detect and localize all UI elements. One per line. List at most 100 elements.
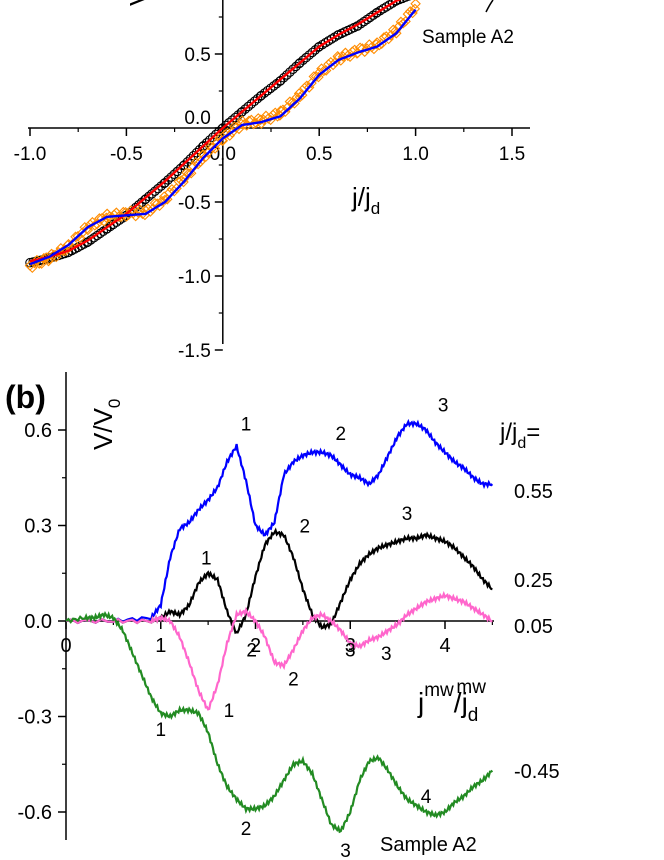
panel-a-diamond-point (410, 0, 421, 10)
panel-a-circle-point (204, 135, 215, 145)
panel-b-peak-label: 3 (438, 396, 449, 417)
panel-a-circle-point (275, 75, 286, 86)
panel-a-circle-point (262, 85, 273, 96)
panel-b-peak-label: 3 (340, 841, 351, 860)
panel-a-circle-point (166, 172, 176, 182)
panel-a-circle-point (288, 64, 298, 75)
panel-b-peak-label: 1 (201, 548, 212, 569)
panel-b-x-tick-label: 1 (155, 635, 166, 657)
panel-a-x-tick-label: -0.5 (110, 144, 143, 165)
panel-a-circle-point (160, 178, 170, 188)
panel-a-circle-point (147, 189, 157, 199)
panel-b-ylabel-sub: 0 (105, 399, 124, 408)
panel-b-legend-title-tail: = (526, 419, 540, 446)
panel-a-circle-point (307, 47, 318, 58)
panel-a-diamond-point (185, 167, 197, 179)
panel-a-circle-point (240, 104, 250, 114)
panel-a-circle-point (163, 175, 173, 185)
panel-b-peak-label: 3 (402, 504, 413, 525)
panel-a-xlabel: j/jd (351, 182, 380, 218)
panel-a-circle-point (298, 55, 308, 66)
panel-a-circle-point (150, 186, 160, 196)
panel-a-circle-point (268, 81, 279, 91)
panel-a-diamond-point (303, 82, 315, 93)
panel-b-y-tick-label: 0.6 (24, 420, 52, 442)
panel-b-xlabel-sup2: mw (456, 677, 486, 698)
panel-a-circle-point (140, 194, 151, 204)
panel-a-circle-point (179, 160, 189, 170)
panel-a-circle-point (144, 191, 154, 202)
panel-a-circle-point (394, 0, 405, 5)
panel-a-annotation: Sample A2 (422, 27, 514, 48)
panel-b-series-line (65, 610, 494, 834)
panel-b-series-line (65, 418, 494, 625)
panel-b-peak-label: 2 (299, 517, 310, 538)
panel-b-xlabel-mid: /j (454, 687, 468, 718)
panel-b-series-line (65, 527, 493, 635)
panel-a-circle-point (153, 183, 163, 194)
panel-a-diamond-point (137, 208, 148, 220)
panel-a-circle-point (265, 83, 276, 94)
panel-b-x-tick-label: 0 (60, 635, 71, 657)
panel-a-diamond-point (195, 156, 206, 168)
panel-b-x-tick-label: 3 (345, 635, 356, 657)
panel-a-circle-point (301, 52, 311, 63)
panel-a-diamond-point (357, 43, 368, 54)
panel-b-y-tick-label: 0.0 (24, 611, 52, 633)
panel-b-xlabel-main: j (417, 687, 424, 718)
panel-b-peak-label: 2 (246, 641, 257, 662)
panel-b-legend-title: j/jd= (499, 419, 540, 452)
panel-b-legend-title-main: j/j (499, 419, 517, 446)
panel-a-circle-point (172, 166, 183, 177)
panel-b-xlabel: jmw/jdmw (417, 677, 486, 726)
panel-b-label: (b) (5, 379, 46, 415)
panel-a-diamond-point (224, 130, 236, 141)
panel-b-peak-label: 2 (241, 819, 252, 840)
panel-b-peak-label: 4 (421, 787, 432, 808)
panel-a-circle-point (278, 73, 289, 83)
panel-a-y-tick-label: -1.0 (178, 267, 211, 288)
panel-b-series-label: 0.05 (514, 616, 553, 638)
panel-b-series-label: -0.45 (514, 761, 560, 783)
panel-a-x-tick-label: 1.0 (402, 144, 428, 165)
panel-a-circle-point (246, 99, 257, 109)
panel-a-circle-point (401, 0, 410, 2)
panel-a-annotation-pointer (485, 0, 494, 13)
panel-b-series-label: 0.25 (514, 570, 553, 592)
panel-a-circle-point (295, 58, 305, 68)
panel-a-line-blue-series (29, 8, 417, 266)
panel-a-y-tick-label: 0.5 (184, 45, 210, 66)
panel-a-diamond-point (243, 115, 255, 127)
panel-a-y-tick-label: -1.5 (178, 341, 211, 362)
panel-a-circle-point (243, 101, 253, 112)
panel-b-peak-label: 1 (155, 720, 166, 741)
panel-b-ylabel-main: V/V (88, 407, 118, 450)
panel-b-plot: 0 1 2 3 4 0.6 0.3 0.0 -0.3 -0.6 0.55 0.25 0.05 -0.45 1… (18, 372, 560, 860)
panel-b-peak-label: 2 (288, 669, 299, 690)
panel-a-diamond-point (258, 114, 269, 126)
panel-a-circle-point (304, 50, 314, 60)
panel-b-x-tick-label: 2 (250, 635, 261, 657)
panel-b-xlabel-sub: d (468, 705, 479, 726)
panel-a-circle-point (256, 90, 267, 101)
panel-a-circle-point (398, 0, 407, 4)
panel-a-x-tick-label: 1.5 (499, 144, 525, 165)
panel-b-peak-label: 1 (241, 415, 252, 436)
panel-b-series-label: 0.55 (514, 481, 553, 503)
panel-a-diamond-point (327, 59, 339, 71)
panel-a-circle-point (249, 96, 260, 107)
panel-a-diamond-point (391, 28, 402, 39)
panel-b-peak-label: 3 (381, 644, 392, 665)
panel-a-circle-point (282, 70, 292, 80)
panel-a-diamond-point (217, 135, 229, 147)
panel-b-x-tick-label: 4 (439, 635, 450, 657)
panel-b-y-tick-label: -0.6 (18, 802, 52, 824)
panel-a-circle-point (169, 169, 179, 179)
panel-a-diamond-point (361, 43, 373, 54)
panel-a-diamond-point (156, 195, 168, 207)
panel-a-diamond-point (192, 158, 204, 170)
panel-b-annotation: Sample A2 (380, 834, 477, 856)
panel-a-circle-point (391, 0, 402, 6)
panel-a-x-tick-label: 0.5 (306, 144, 332, 165)
